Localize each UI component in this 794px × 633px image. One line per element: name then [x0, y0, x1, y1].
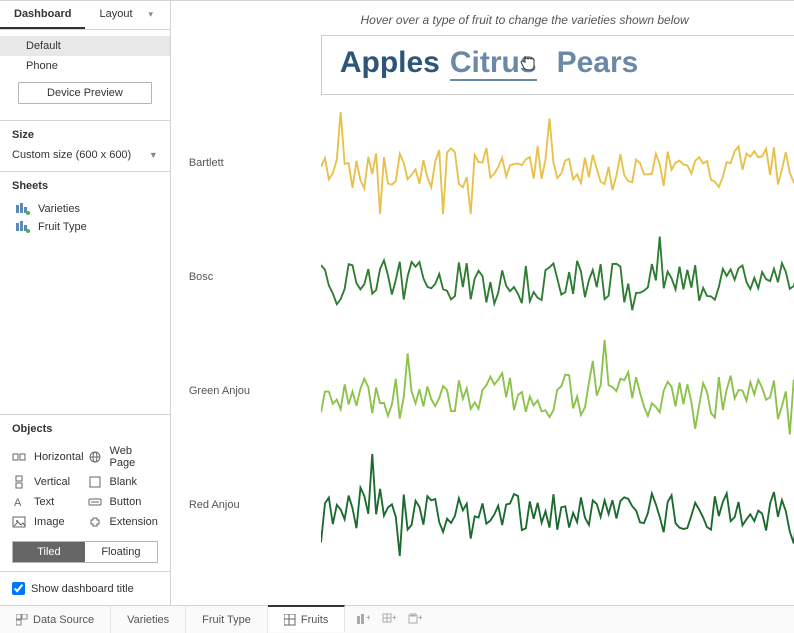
tab-dashboard[interactable]: Dashboard	[0, 1, 85, 29]
sheets-title: Sheets	[12, 180, 158, 192]
chart-row-bosc: Bosc	[181, 221, 794, 333]
button-icon	[88, 495, 102, 509]
svg-text:+: +	[366, 613, 370, 622]
text-icon: A	[12, 495, 26, 509]
new-story-icon[interactable]: +	[403, 608, 427, 632]
object-button[interactable]: Button	[88, 495, 158, 509]
tab-layout[interactable]: Layout▾	[85, 1, 167, 29]
chart-label: Bosc	[181, 271, 321, 283]
horizontal-icon	[12, 450, 26, 464]
fruit-type-pears[interactable]: Pears	[557, 46, 639, 79]
chevron-down-icon: ▼	[149, 150, 158, 160]
floating-button[interactable]: Floating	[85, 542, 157, 562]
sidebar: Dashboard Layout▾ Default Phone Device P…	[0, 1, 171, 605]
svg-text:A: A	[14, 497, 22, 509]
object-extension[interactable]: Extension	[88, 515, 158, 529]
device-phone[interactable]: Phone	[0, 56, 170, 76]
chart-label: Bartlett	[181, 157, 321, 169]
sheet-fruit-type[interactable]: Fruit Type	[12, 218, 158, 236]
dashboard-icon	[284, 614, 296, 626]
bottom-tab-fruits[interactable]: Fruits	[268, 605, 346, 632]
bottom-tab-varieties[interactable]: Varieties	[111, 606, 186, 633]
bottom-tab-fruit-type[interactable]: Fruit Type	[186, 606, 268, 633]
dropdown-icon: ▾	[149, 9, 154, 19]
image-icon	[12, 515, 26, 529]
sparkline	[321, 221, 794, 333]
objects-section: Objects HorizontalWeb Page Vertical Blank A…	[0, 414, 170, 571]
chart-label: Red Anjou	[181, 499, 321, 511]
size-title: Size	[12, 129, 158, 141]
blank-icon	[88, 475, 102, 489]
fruit-type-apples[interactable]: Apples	[340, 46, 440, 79]
dashboard-canvas: Hover over a type of fruit to change the…	[171, 1, 794, 605]
sparkline	[321, 107, 794, 219]
hover-instruction: Hover over a type of fruit to change the…	[181, 13, 794, 27]
new-dashboard-icon[interactable]: +	[377, 608, 401, 632]
tiled-button[interactable]: Tiled	[13, 542, 85, 562]
chart-row-bartlett: Bartlett	[181, 107, 794, 219]
device-default[interactable]: Default	[0, 36, 170, 56]
chart-row-green-anjou: Green Anjou	[181, 335, 794, 447]
sparkline	[321, 449, 794, 561]
svg-text:+: +	[392, 613, 396, 622]
sheet-varieties[interactable]: Varieties	[12, 200, 158, 218]
extension-icon	[88, 515, 102, 529]
sidebar-tabs: Dashboard Layout▾	[0, 1, 170, 30]
object-horizontal[interactable]: Horizontal	[12, 445, 84, 469]
object-vertical[interactable]: Vertical	[12, 475, 84, 489]
data-source-tab[interactable]: Data Source	[0, 606, 111, 633]
objects-title: Objects	[12, 423, 158, 435]
tile-float-toggle: Tiled Floating	[12, 541, 158, 563]
new-tab-icons: + + +	[345, 608, 427, 632]
show-title-checkbox[interactable]	[12, 582, 25, 595]
size-section: Size Custom size (600 x 600) ▼	[0, 120, 170, 171]
fruit-type-selector: ApplesCitrusPears	[321, 35, 794, 95]
data-source-icon	[16, 614, 28, 626]
chart-label: Green Anjou	[181, 385, 321, 397]
device-preview-button[interactable]: Device Preview	[18, 82, 152, 104]
object-blank[interactable]: Blank	[88, 475, 158, 489]
sparkline	[321, 335, 794, 447]
sheet-icon	[16, 203, 30, 215]
device-list: Default Phone Device Preview	[0, 30, 170, 120]
bottom-bar: Data Source VarietiesFruit TypeFruits + …	[0, 605, 794, 633]
object-text[interactable]: AText	[12, 495, 84, 509]
chart-row-red-anjou: Red Anjou	[181, 449, 794, 561]
object-webpage[interactable]: Web Page	[88, 445, 158, 469]
sheets-section: Sheets Varieties Fruit Type	[0, 171, 170, 414]
webpage-icon	[88, 450, 102, 464]
sheet-icon	[16, 221, 30, 233]
new-worksheet-icon[interactable]: +	[351, 608, 375, 632]
show-title-row[interactable]: Show dashboard title	[0, 571, 170, 605]
object-image[interactable]: Image	[12, 515, 84, 529]
vertical-icon	[12, 475, 26, 489]
size-select[interactable]: Custom size (600 x 600) ▼	[12, 147, 158, 163]
svg-text:+: +	[418, 613, 422, 622]
